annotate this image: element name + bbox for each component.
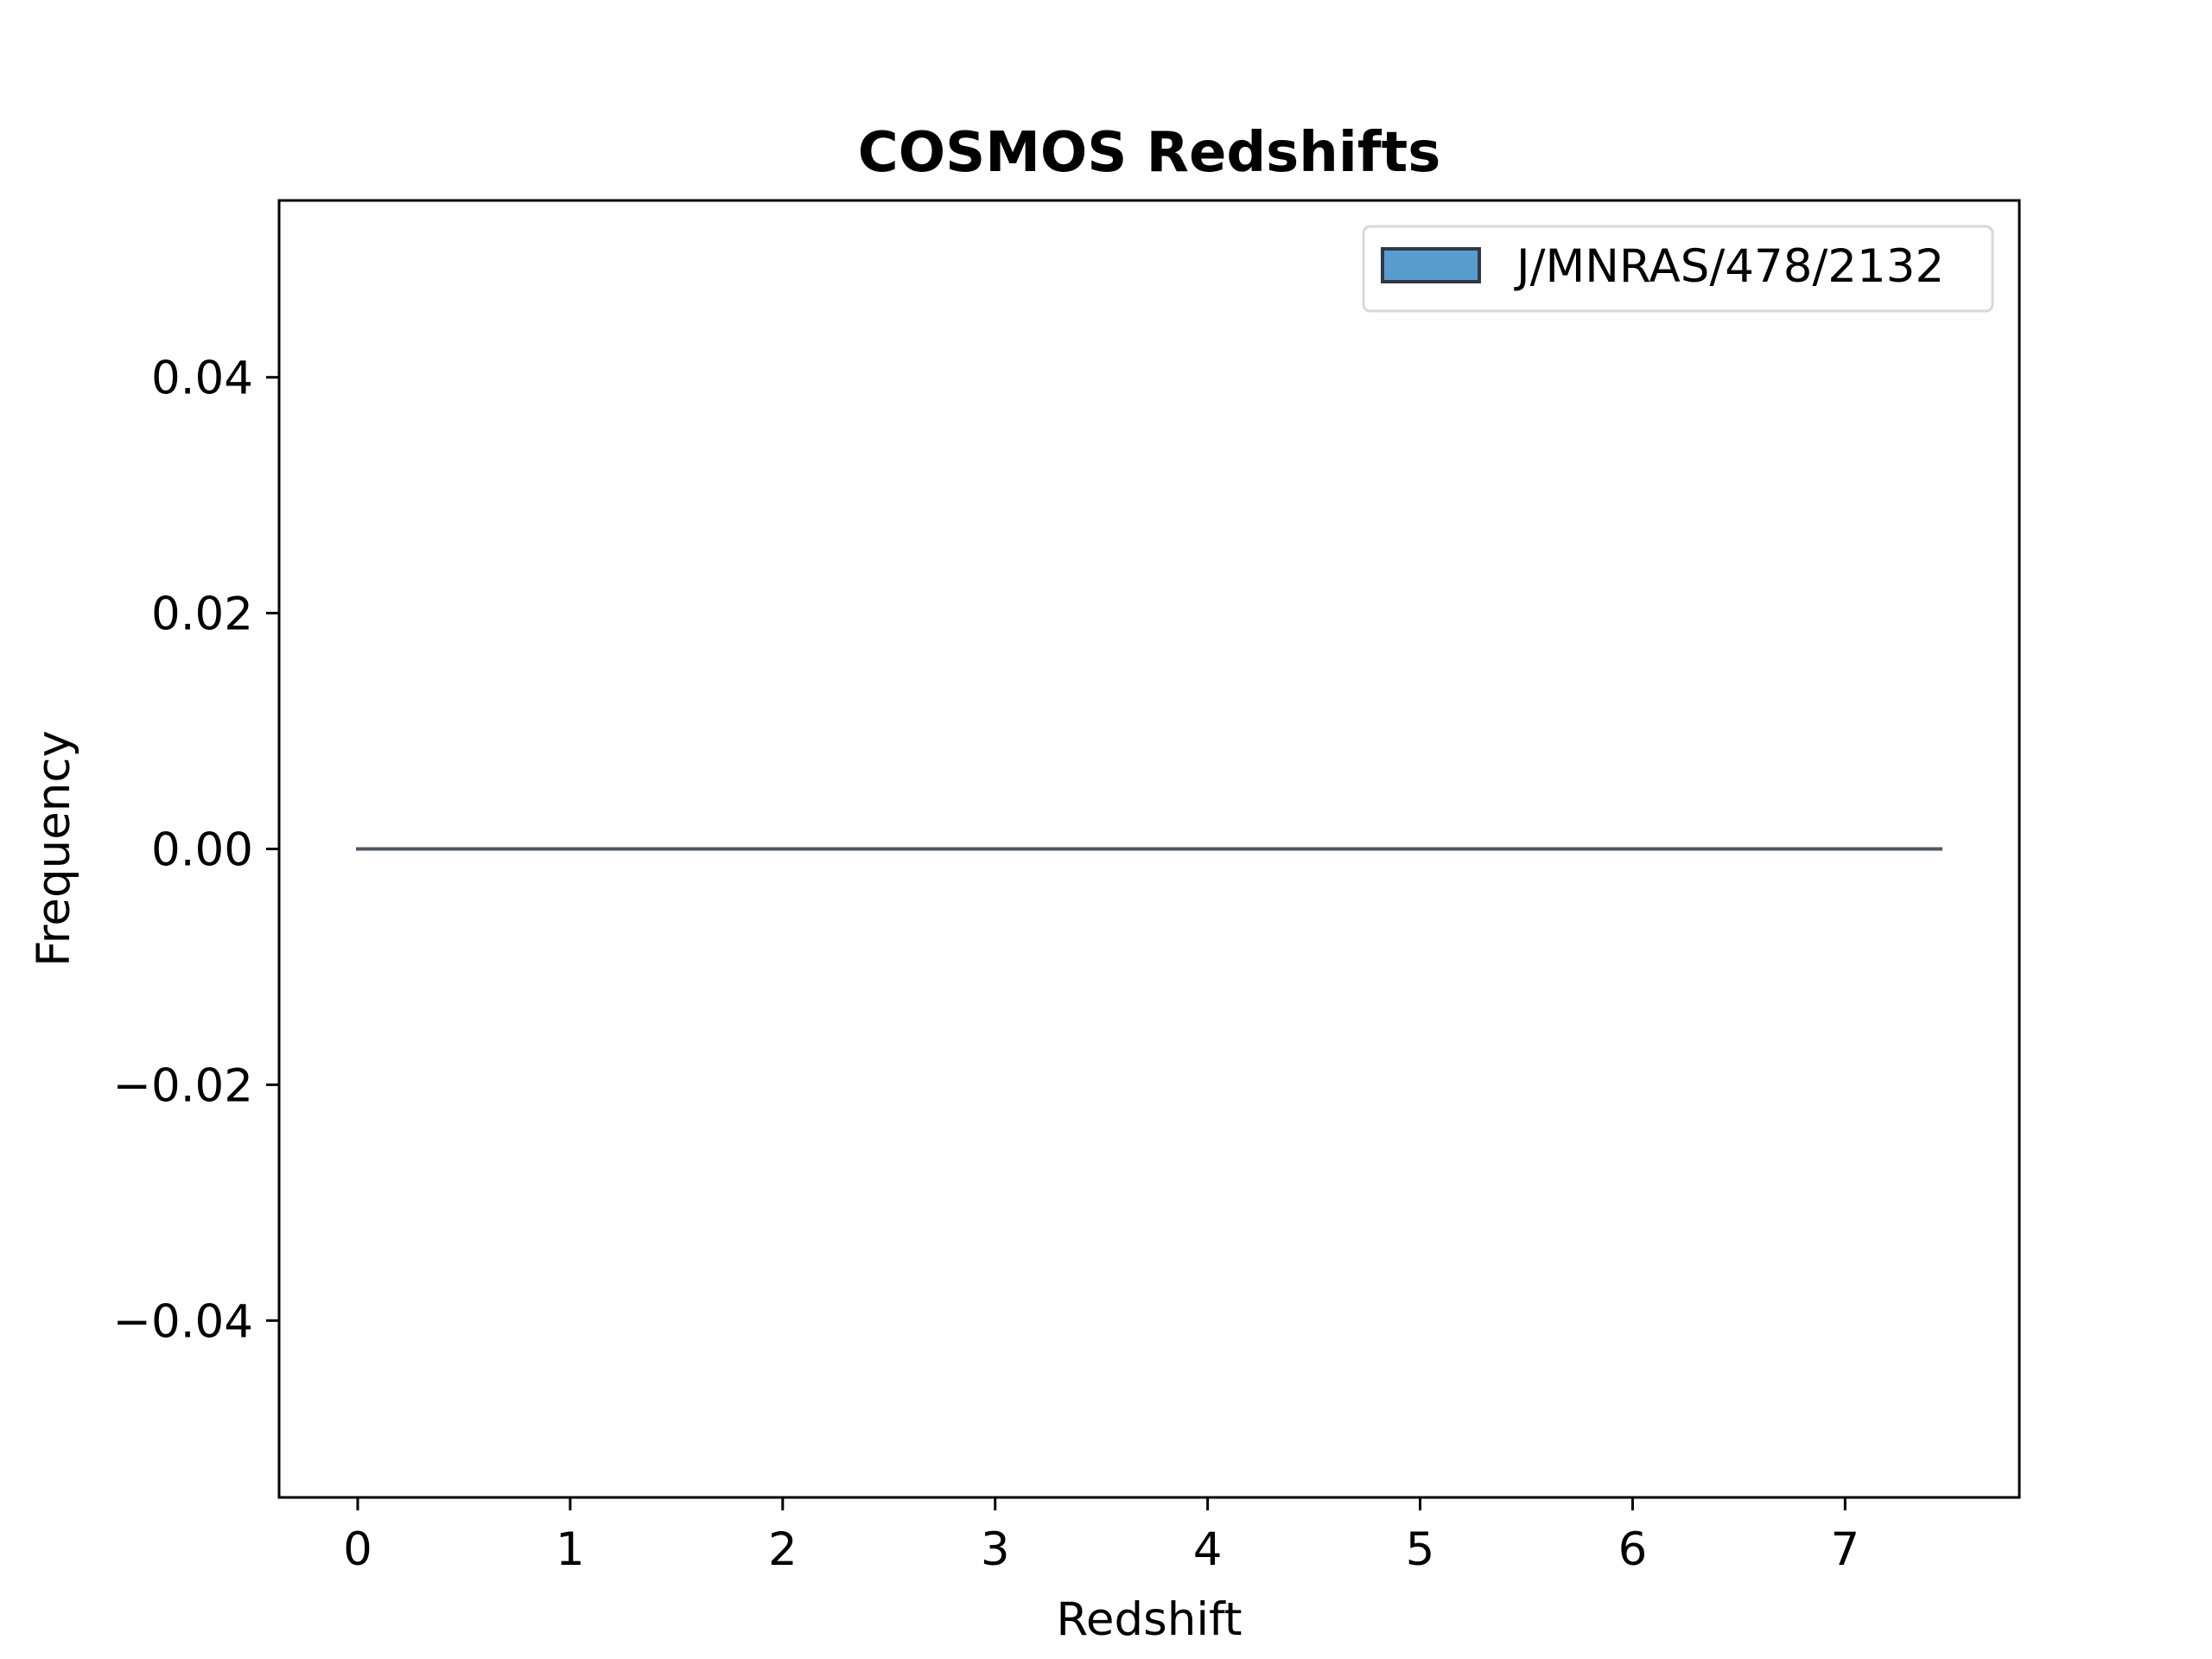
x-tick-label: 2 xyxy=(768,1523,798,1576)
x-tick-label: 7 xyxy=(1830,1523,1859,1576)
y-tick-label: −0.02 xyxy=(113,1059,253,1112)
chart-title: COSMOS Redshifts xyxy=(858,121,1441,185)
x-tick-label: 5 xyxy=(1406,1523,1435,1576)
x-axis-label: Redshift xyxy=(1056,1593,1242,1646)
legend-label: J/MNRAS/478/2132 xyxy=(1514,240,1944,293)
x-tick-label: 3 xyxy=(981,1523,1010,1576)
x-tick-label: 6 xyxy=(1618,1523,1648,1576)
x-tick-label: 0 xyxy=(343,1523,372,1576)
x-tick-label: 1 xyxy=(556,1523,585,1576)
y-tick-label: 0.00 xyxy=(151,824,253,877)
y-tick-label: 0.02 xyxy=(151,588,253,641)
y-axis-ticks: 0.04 0.02 0.00 −0.02 −0.04 xyxy=(113,353,279,1348)
y-tick-label: −0.04 xyxy=(113,1295,253,1348)
y-tick-label: 0.04 xyxy=(151,353,253,405)
legend-box xyxy=(1362,225,1994,313)
x-tick-label: 4 xyxy=(1193,1523,1223,1576)
legend: J/MNRAS/478/2132 xyxy=(1362,225,1994,313)
x-axis-ticks: 0 1 2 3 4 5 6 7 xyxy=(343,1497,1859,1576)
y-axis-label: Frequency xyxy=(28,730,80,967)
legend-swatch xyxy=(1381,247,1481,283)
